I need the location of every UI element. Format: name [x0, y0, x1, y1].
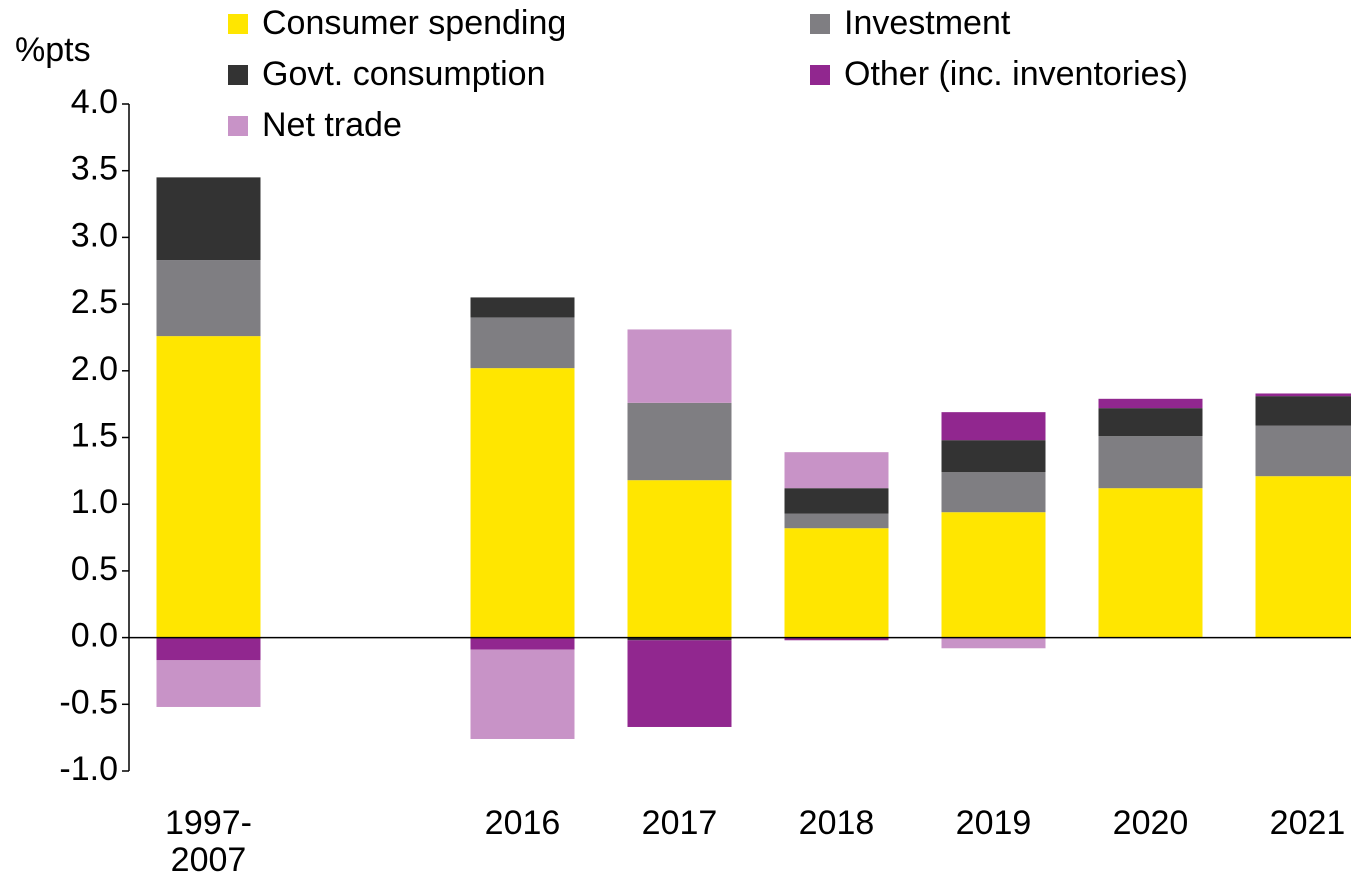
legend-swatch: [228, 116, 248, 136]
y-tick-label: 2.5: [71, 283, 118, 321]
y-tick-label: -0.5: [59, 683, 118, 721]
bar-segment: [470, 649, 575, 739]
bar-segment: [784, 488, 889, 514]
y-tick-label: 0.5: [71, 550, 118, 588]
bar-segment: [1098, 488, 1203, 638]
y-tick-label: 0.0: [71, 617, 118, 655]
bar-segment: [941, 412, 1046, 441]
bar-segment: [156, 177, 261, 261]
y-tick-label: 1.0: [71, 483, 118, 521]
bar-segment: [784, 528, 889, 638]
bar-segment: [784, 513, 889, 529]
bar-segment: [470, 317, 575, 369]
legend-label: Net trade: [262, 106, 402, 144]
y-tick-label: -1.0: [59, 750, 118, 788]
legend-label: Consumer spending: [262, 4, 566, 42]
bar-segment: [627, 637, 732, 641]
bar-segment: [784, 452, 889, 489]
y-tick-label: 4.0: [71, 83, 118, 121]
bar-segment: [470, 637, 575, 650]
bar-segment: [941, 472, 1046, 513]
y-tick-label: 3.0: [71, 216, 118, 254]
bar-segment: [941, 637, 1046, 649]
x-tick-label: 2020: [1113, 804, 1189, 842]
legend-swatch: [228, 65, 248, 85]
legend-swatch: [810, 65, 830, 85]
bar-segment: [784, 637, 889, 641]
bar-segment: [1255, 393, 1351, 397]
bar-segment: [1255, 476, 1351, 638]
bar-segment: [627, 329, 732, 403]
bar-segment: [627, 402, 732, 481]
bar-segment: [941, 512, 1046, 638]
bar-segment: [941, 440, 1046, 473]
y-axis-label: %pts: [15, 31, 91, 69]
legend-label: Govt. consumption: [262, 55, 545, 93]
x-tick-label: 1997-2007: [165, 804, 252, 879]
y-tick-label: 3.5: [71, 150, 118, 188]
bar-segment: [156, 660, 261, 707]
bar-segment: [156, 260, 261, 337]
legend-label: Investment: [844, 4, 1011, 42]
bar-segment: [1098, 436, 1203, 489]
bar-segment: [470, 368, 575, 638]
legend-swatch: [810, 14, 830, 34]
legend-swatch: [228, 14, 248, 34]
x-tick-label: 2017: [642, 804, 718, 842]
x-tick-label: 2019: [956, 804, 1032, 842]
bar-segment: [1098, 408, 1203, 437]
bar-segment: [1255, 396, 1351, 426]
x-tick-label: 2018: [799, 804, 875, 842]
bar-segment: [1255, 425, 1351, 477]
x-tick-label: 2021: [1270, 804, 1346, 842]
bar-segment: [627, 640, 732, 727]
bar-segment: [156, 336, 261, 638]
bar-segment: [470, 297, 575, 318]
x-tick-label: 2016: [485, 804, 561, 842]
y-tick-label: 2.0: [71, 350, 118, 388]
bar-segment: [156, 637, 261, 661]
bar-segment: [1098, 398, 1203, 409]
y-tick-label: 1.5: [71, 416, 118, 454]
bar-segment: [627, 480, 732, 638]
legend-label: Other (inc. inventories): [844, 55, 1188, 93]
